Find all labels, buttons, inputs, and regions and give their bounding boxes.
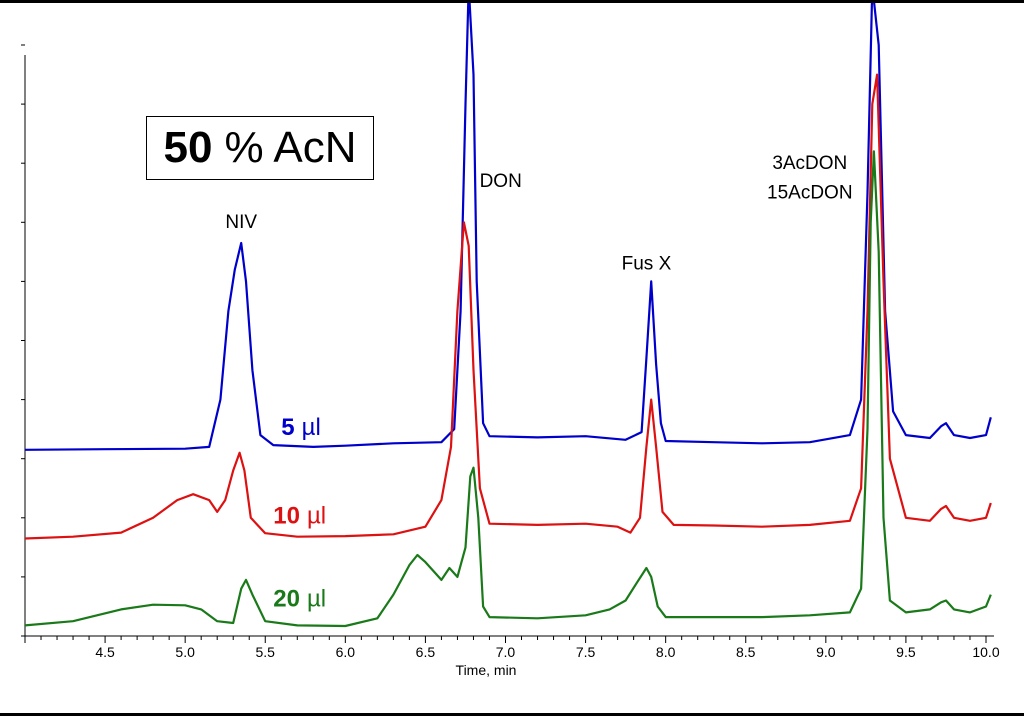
series-label-bold: 10 [273, 503, 300, 530]
chart-title-rest: % AcN [224, 123, 357, 172]
series-label-unit: µl [307, 503, 326, 530]
chart-title-bold: 50 [163, 123, 213, 172]
series-label-1: 10 µl [273, 503, 326, 530]
x-tick-label: 7.5 [576, 644, 596, 660]
x-tick-label: 4.5 [95, 644, 115, 660]
series-line-1 [25, 73, 992, 540]
x-tick-label: 6.5 [416, 644, 436, 660]
series-layer [25, 3, 992, 628]
peak-label: NIV [225, 212, 257, 233]
series-label-2: 20 µl [273, 585, 326, 612]
chart-title: 50 % AcN [146, 116, 374, 180]
x-tick-label: 8.5 [736, 644, 756, 660]
x-tick-label: 5.5 [256, 644, 276, 660]
series-label-unit: µl [307, 585, 326, 612]
x-tick-label: 6.0 [336, 644, 356, 660]
peak-label: 3AcDON [772, 153, 847, 174]
x-tick-label: 5.0 [175, 644, 195, 660]
labels-layer: 5 µl 10 µl 20 µl NIV DON Fus X 3AcDON 15AcDON [225, 153, 852, 612]
series-label-unit: µl [302, 414, 321, 441]
peak-label: DON [480, 171, 522, 192]
peak-label: 15AcDON [767, 183, 853, 204]
series-line-0 [25, 3, 992, 451]
series-label-bold: 20 [273, 585, 300, 612]
x-axis-title: Time, min [456, 662, 517, 678]
peak-label: Fus X [622, 254, 672, 275]
x-tick-label: 9.0 [816, 644, 836, 660]
series-label-bold: 5 [281, 414, 294, 441]
x-tick-label: 9.5 [896, 644, 916, 660]
axes: 4.5 5.0 5.5 6.0 6.5 7.0 7.5 8.0 8.5 9.0 9.5 10.0 Tim… [21, 44, 1000, 678]
x-tick-label: 8.0 [656, 644, 676, 660]
series-label-0: 5 µl [281, 414, 321, 441]
x-tick-label: 7.0 [496, 644, 516, 660]
series-line-2 [25, 150, 992, 628]
x-tick-label: 10.0 [972, 644, 999, 660]
